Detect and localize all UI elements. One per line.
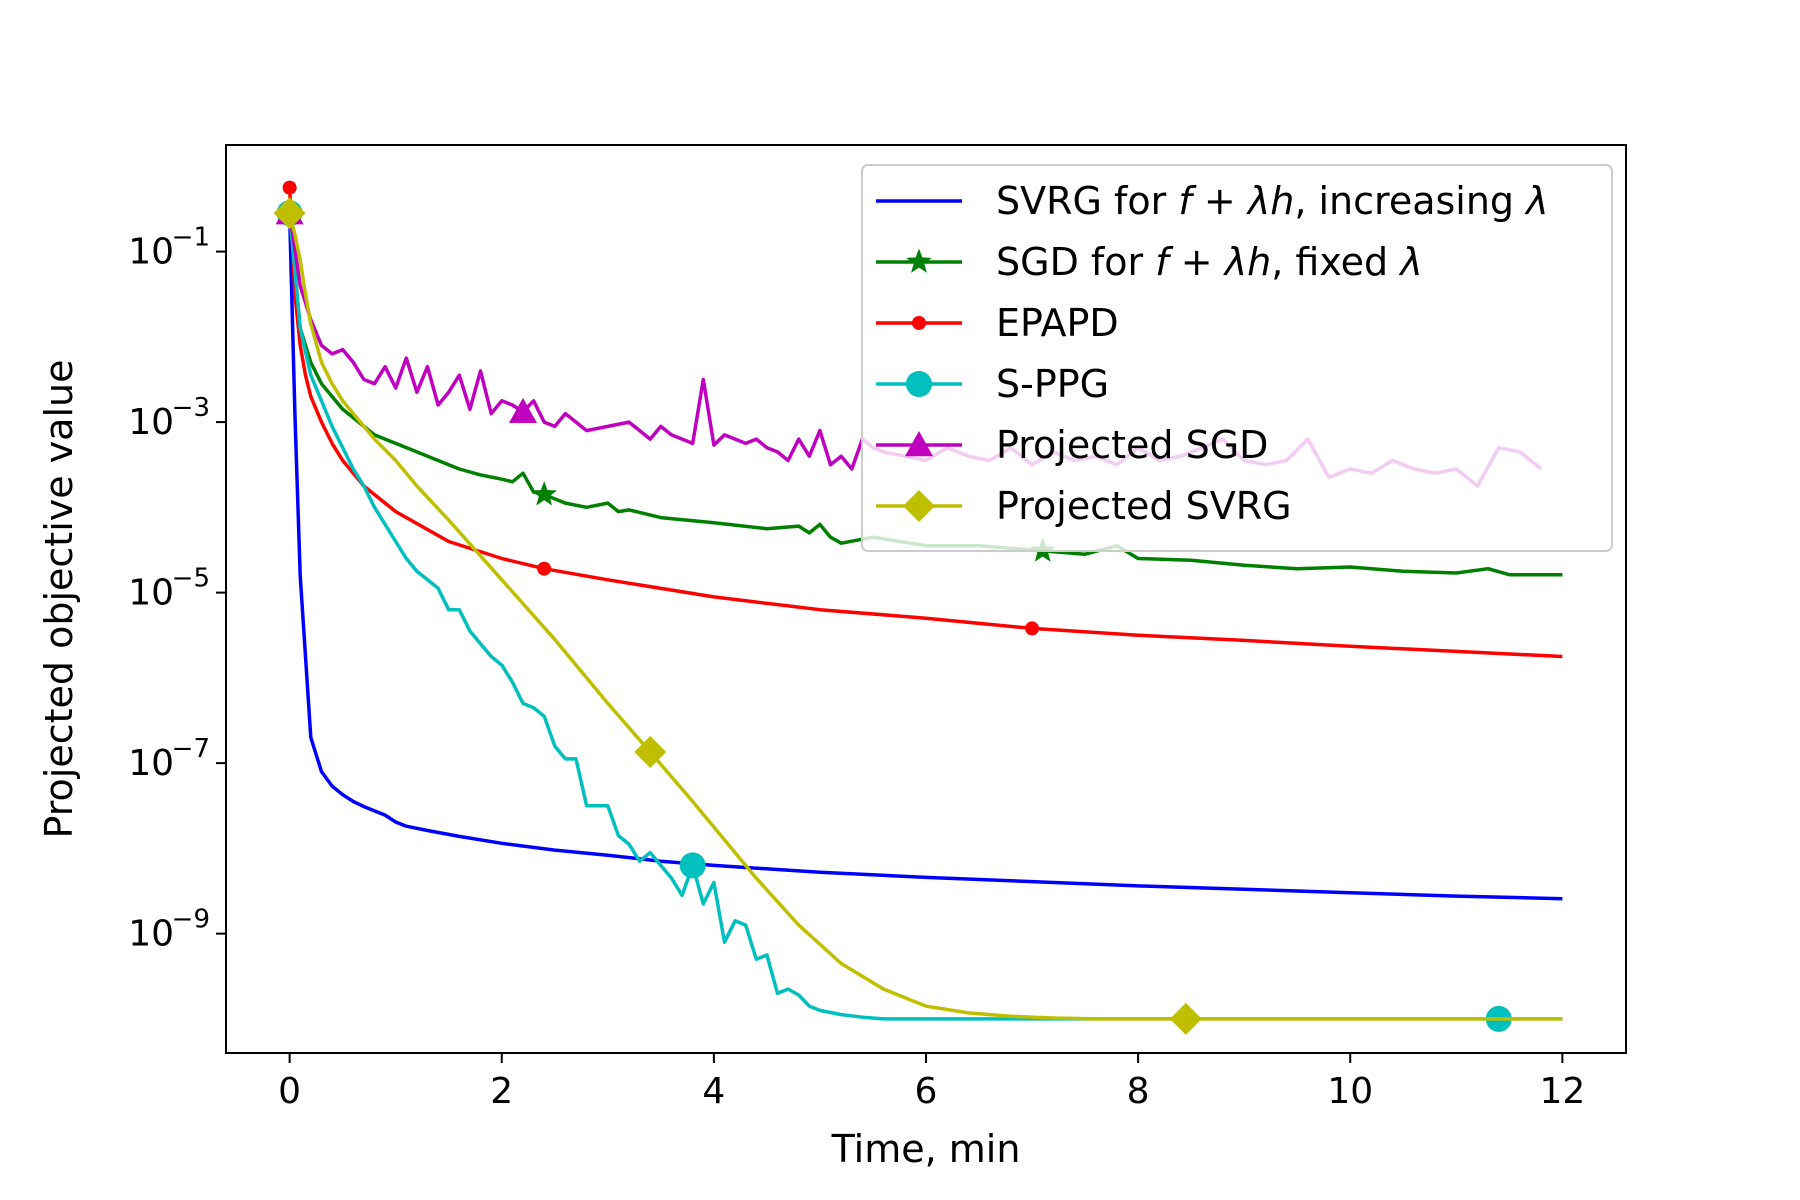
x-tick-label: 4 (702, 1071, 725, 1112)
y-tick-label: 10 (128, 743, 174, 784)
series-line-svrg-increasing (287, 213, 1563, 901)
legend-marker-sgd-fixed (906, 248, 932, 273)
y-tick-label: 10 (128, 402, 174, 443)
y-tick-exponent: −3 (172, 393, 210, 423)
series-line-sgd-fixed (287, 213, 1563, 577)
y-tick-label: 10 (128, 914, 174, 955)
x-tick-label: 0 (278, 1071, 301, 1112)
legend-marker-s-ppg (906, 371, 932, 397)
x-tick-label: 6 (915, 1071, 938, 1112)
x-tick-label: 2 (490, 1071, 513, 1112)
x-tick-label: 12 (1539, 1071, 1585, 1112)
marker-sgd-fixed-1 (531, 481, 557, 506)
legend-item-svrg-increasing: SVRG for f + λh, increasing λ (876, 179, 1549, 223)
series-line-s-ppg (287, 213, 1563, 1021)
legend-label: S-PPG (996, 362, 1109, 406)
x-axis: 0 2 4 6 8 10 12 (278, 1053, 1585, 1112)
legend-label: SGD for f + λh, fixed λ (996, 240, 1423, 284)
marker-projected-sgd-1 (508, 397, 537, 424)
legend-label: EPAPD (996, 301, 1119, 345)
legend-item-sgd-fixed: SGD for f + λh, fixed λ (876, 240, 1423, 284)
y-tick-exponent: −5 (172, 564, 210, 594)
marker-epapd-0 (282, 180, 297, 195)
legend-item-projected-sgd: Projected SGD (876, 423, 1268, 467)
legend-item-s-ppg: S-PPG (876, 362, 1109, 406)
x-tick-label: 8 (1127, 1071, 1150, 1112)
marker-projected-svrg-1 (634, 736, 667, 769)
legend-marker-projected-svrg (903, 490, 935, 522)
marker-projected-svrg-0 (273, 197, 306, 230)
y-tick-exponent: −7 (172, 734, 210, 764)
marker-projected-svrg-2 (1169, 1002, 1202, 1035)
y-tick-exponent: −1 (172, 223, 210, 253)
legend-frame (861, 164, 1613, 552)
legend: SVRG for f + λh, increasing λ SGD for f +… (861, 164, 1613, 552)
marker-epapd-1 (537, 561, 552, 576)
legend-label: SVRG for f + λh, increasing λ (996, 179, 1549, 223)
x-axis-label: Time, min (831, 1127, 1021, 1171)
y-tick-label: 10 (128, 232, 174, 273)
legend-item-epapd: EPAPD (876, 301, 1119, 345)
legend-marker-projected-sgd (905, 431, 933, 457)
legend-item-projected-svrg: Projected SVRG (876, 484, 1292, 528)
legend-label: Projected SVRG (996, 484, 1292, 528)
legend-marker-epapd (912, 316, 926, 330)
y-tick-label: 10 (128, 573, 174, 614)
x-tick-label: 10 (1327, 1071, 1373, 1112)
y-axis-label: Projected objective value (37, 360, 81, 839)
y-tick-exponent: −9 (172, 905, 210, 935)
series-line-epapd (287, 187, 1563, 659)
marker-s-ppg-1 (679, 852, 706, 879)
y-axis: 10−110−310−510−710−9 (128, 223, 226, 955)
marker-epapd-2 (1025, 621, 1040, 636)
legend-label: Projected SGD (996, 423, 1268, 467)
